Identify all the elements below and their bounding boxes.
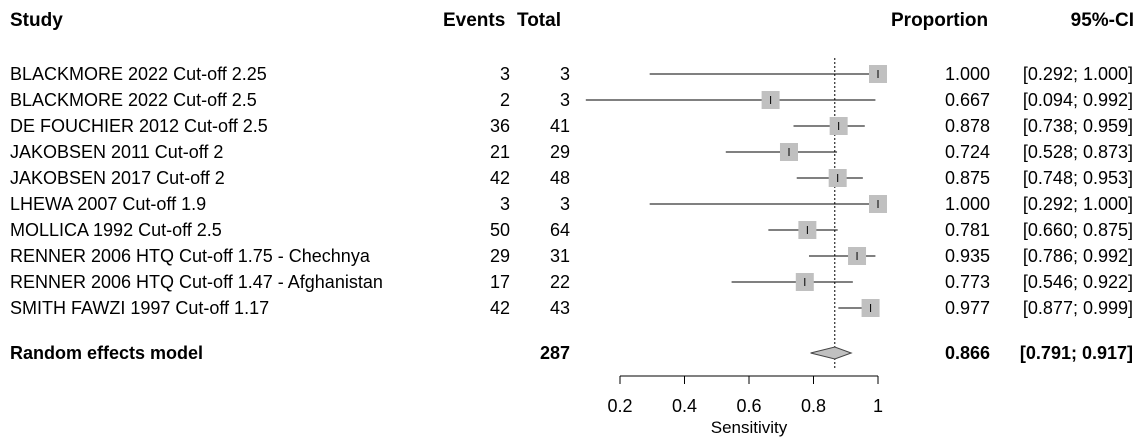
study-events: 42 <box>489 168 510 188</box>
study-events: 21 <box>489 142 510 162</box>
study-total: 43 <box>549 298 570 318</box>
study-ci: [0.738; 0.959] <box>1022 116 1133 136</box>
study-events: 50 <box>489 220 510 240</box>
summary-proportion: 0.866 <box>944 343 990 363</box>
study-ci: [0.660; 0.875] <box>1022 220 1133 240</box>
study-events: 2 <box>499 90 510 110</box>
x-tick-label: 0.6 <box>736 396 761 416</box>
study-proportion: 0.667 <box>944 90 990 110</box>
study-ci: [0.292; 1.000] <box>1022 64 1133 84</box>
study-proportion: 0.724 <box>944 142 990 162</box>
header-ci: 95%-CI <box>1070 10 1134 31</box>
study-name: BLACKMORE 2022 Cut-off 2.25 <box>10 64 267 84</box>
study-proportion: 0.773 <box>944 272 990 292</box>
study-events: 36 <box>489 116 510 136</box>
study-events: 29 <box>489 246 510 266</box>
x-tick-label: 0.8 <box>801 396 826 416</box>
study-events: 17 <box>489 272 510 292</box>
pooled-diamond <box>810 346 853 360</box>
study-total: 29 <box>549 142 570 162</box>
study-total: 3 <box>559 64 570 84</box>
study-events: 42 <box>489 298 510 318</box>
summary-name: Random effects model <box>10 343 204 363</box>
study-ci: [0.094; 0.992] <box>1022 90 1133 110</box>
x-axis-label: Sensitivity <box>711 418 788 437</box>
study-events: 3 <box>499 194 510 214</box>
header-proportion: Proportion <box>891 10 989 31</box>
study-name: SMITH FAWZI 1997 Cut-off 1.17 <box>10 298 270 318</box>
x-tick-label: 0.4 <box>672 396 697 416</box>
study-name: MOLLICA 1992 Cut-off 2.5 <box>10 220 222 240</box>
study-name: LHEWA 2007 Cut-off 1.9 <box>10 194 207 214</box>
study-ci: [0.786; 0.992] <box>1022 246 1133 266</box>
study-ci: [0.546; 0.922] <box>1022 272 1133 292</box>
study-name: BLACKMORE 2022 Cut-off 2.5 <box>10 90 257 110</box>
study-total: 3 <box>559 194 570 214</box>
study-total: 22 <box>549 272 570 292</box>
study-proportion: 0.977 <box>944 298 990 318</box>
header-study: Study <box>10 10 63 31</box>
study-total: 31 <box>549 246 570 266</box>
study-ci: [0.292; 1.000] <box>1022 194 1133 214</box>
study-total: 41 <box>549 116 570 136</box>
study-proportion: 0.875 <box>944 168 990 188</box>
study-proportion: 1.000 <box>944 194 990 214</box>
study-proportion: 0.935 <box>944 246 990 266</box>
study-proportion: 0.878 <box>944 116 990 136</box>
study-name: DE FOUCHIER 2012 Cut-off 2.5 <box>10 116 268 136</box>
x-tick-label: 0.2 <box>607 396 632 416</box>
study-name: JAKOBSEN 2011 Cut-off 2 <box>10 142 224 162</box>
study-ci: [0.748; 0.953] <box>1022 168 1133 188</box>
study-proportion: 0.781 <box>944 220 990 240</box>
study-name: JAKOBSEN 2017 Cut-off 2 <box>10 168 225 188</box>
header-total: Total <box>517 10 561 31</box>
study-ci: [0.528; 0.873] <box>1022 142 1133 162</box>
study-proportion: 1.000 <box>944 64 990 84</box>
header-events: Events <box>443 10 506 31</box>
study-ci: [0.877; 0.999] <box>1022 298 1133 318</box>
summary-total: 287 <box>539 343 570 363</box>
x-tick-label: 1 <box>873 396 883 416</box>
summary-ci: [0.791; 0.917] <box>1019 343 1133 363</box>
study-total: 64 <box>549 220 570 240</box>
study-total: 48 <box>549 168 570 188</box>
study-name: RENNER 2006 HTQ Cut-off 1.75 - Chechnya <box>10 246 370 266</box>
study-total: 3 <box>559 90 570 110</box>
study-name: RENNER 2006 HTQ Cut-off 1.47 - Afghanist… <box>10 272 383 292</box>
study-events: 3 <box>499 64 510 84</box>
